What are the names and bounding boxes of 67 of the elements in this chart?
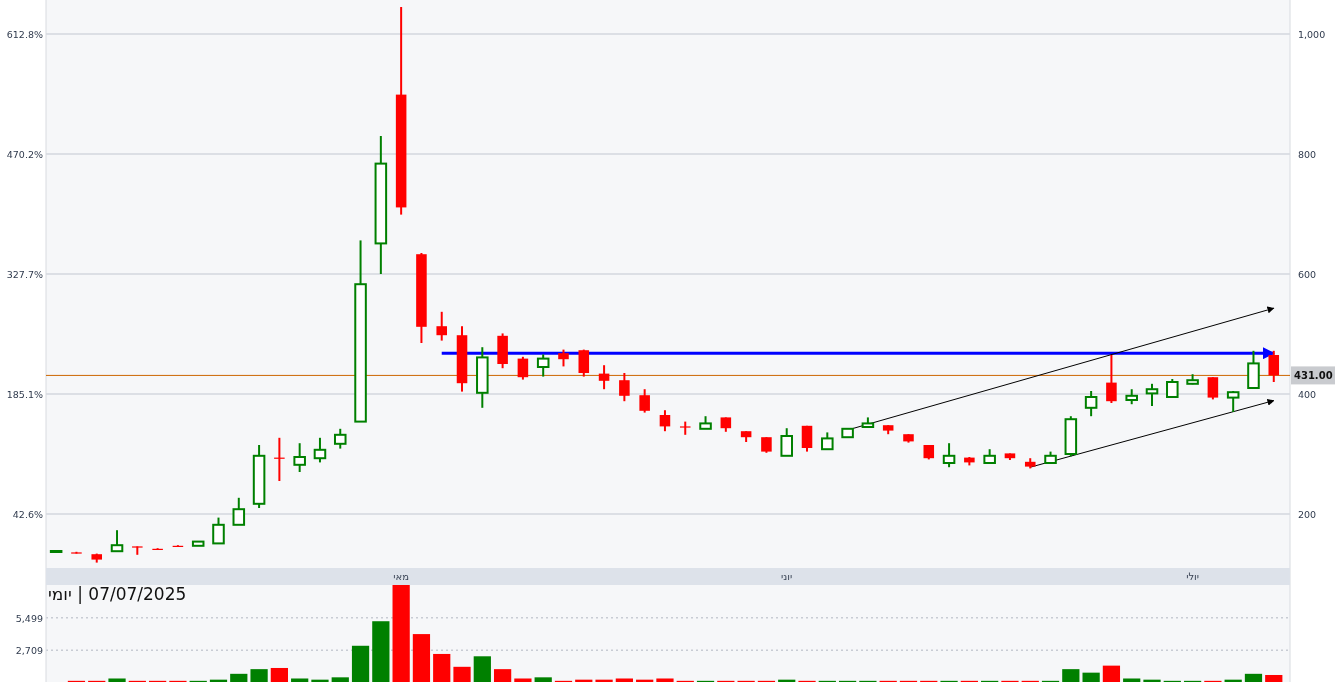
candlestick xyxy=(536,353,550,378)
bar xyxy=(1143,679,1161,682)
y2-tick-label: 400 xyxy=(1298,389,1317,401)
x-tick-label: יוני xyxy=(781,571,793,582)
annotation: 07/07/2025 | יומי xyxy=(48,584,187,604)
candlestick xyxy=(293,442,306,473)
x-tick-label: מאי xyxy=(393,571,409,582)
bar xyxy=(108,678,126,682)
bar xyxy=(1102,665,1121,682)
candlestick xyxy=(942,442,956,469)
bar xyxy=(1265,674,1283,682)
x-tick-label: יולי xyxy=(1186,571,1200,582)
y-tick-label: 327.7% xyxy=(6,269,43,280)
bar xyxy=(270,667,288,682)
candlestick xyxy=(1207,376,1219,401)
candlestick xyxy=(780,427,793,457)
bar xyxy=(615,678,633,682)
bar xyxy=(595,679,613,682)
ref-line-label: 431.00 xyxy=(1294,370,1333,382)
candlestick xyxy=(110,529,124,553)
candlestick xyxy=(232,496,246,526)
y-tick-label: 470.2% xyxy=(6,149,43,161)
bar xyxy=(493,669,512,682)
bar xyxy=(230,673,248,682)
bar xyxy=(291,678,309,682)
y2-tick-label: 200 xyxy=(1298,509,1317,520)
bar xyxy=(392,585,410,682)
y-tick-label: 2,709 xyxy=(15,645,43,657)
bar xyxy=(534,677,552,682)
bar xyxy=(311,679,329,682)
candlestick xyxy=(1268,349,1280,384)
candlestick xyxy=(659,409,671,433)
y2-tick-label: 600 xyxy=(1298,269,1317,281)
bar xyxy=(1244,673,1263,682)
bar xyxy=(1062,669,1080,682)
y-tick-label: 185.1% xyxy=(6,389,43,401)
candlestick xyxy=(639,388,650,414)
candlestick xyxy=(333,427,347,450)
bar xyxy=(1082,672,1100,682)
y-tick-label: 612.8% xyxy=(6,29,43,41)
bar xyxy=(372,621,390,682)
candlestick xyxy=(1084,390,1098,418)
bar xyxy=(412,634,431,682)
candlestick xyxy=(517,355,529,381)
bar xyxy=(473,656,491,682)
candlestick xyxy=(212,516,225,545)
y-tick-label: 5,499 xyxy=(15,612,43,624)
candlestick xyxy=(598,364,610,391)
candlestick xyxy=(619,372,630,403)
y-tick-label: 42.6% xyxy=(12,509,43,520)
bar xyxy=(331,677,349,682)
bar xyxy=(453,666,471,682)
y2-tick-label: 800 xyxy=(1298,149,1317,161)
candlestick xyxy=(436,310,447,342)
bar xyxy=(514,678,532,682)
candlestick xyxy=(1226,390,1240,414)
bar xyxy=(656,678,674,682)
bar xyxy=(1123,678,1141,682)
candlestick xyxy=(578,348,590,378)
candlestick xyxy=(801,424,813,453)
bar xyxy=(250,669,268,682)
candlestick xyxy=(313,436,327,464)
candlestick xyxy=(1145,382,1159,408)
bar xyxy=(433,653,451,682)
candlestick xyxy=(1106,354,1117,405)
bar xyxy=(351,645,370,682)
y2-tick-label: 1,000 xyxy=(1298,29,1326,41)
